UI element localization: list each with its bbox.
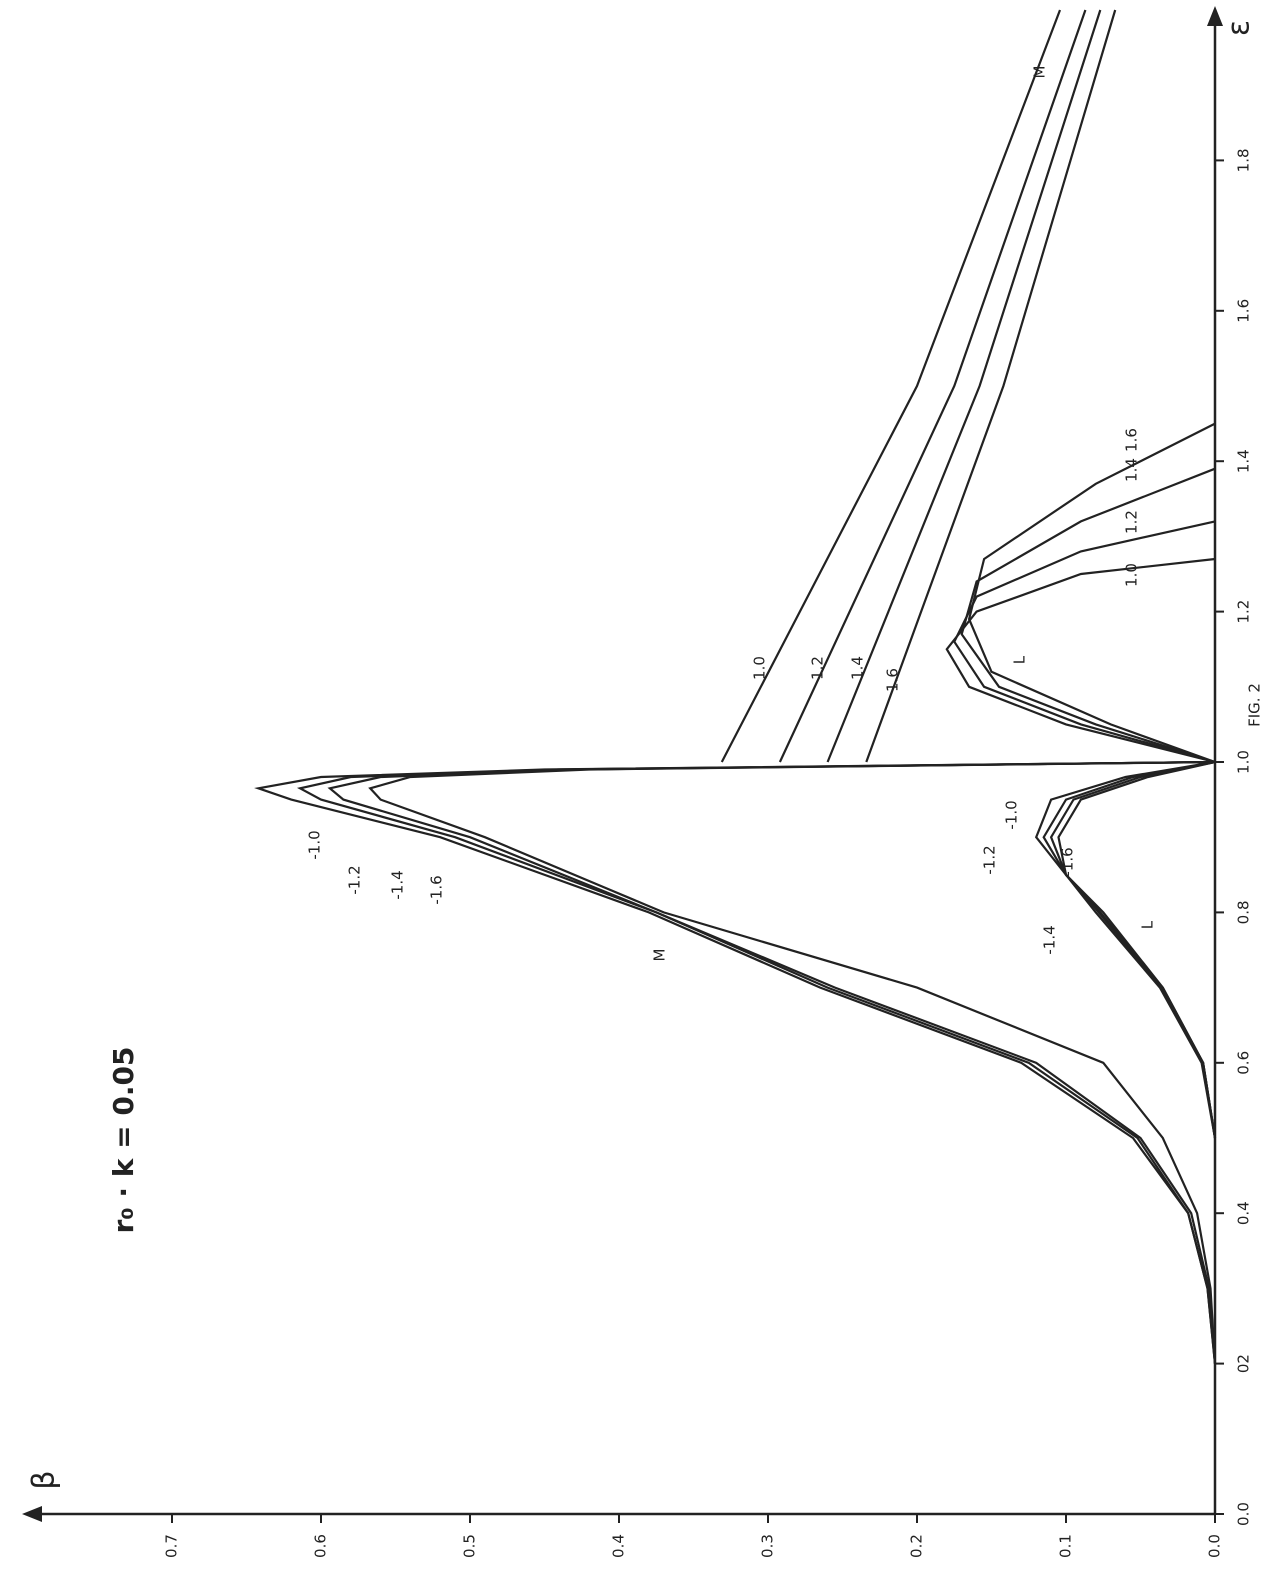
annotation: r₀ · k = 0.05 [107,1047,140,1234]
series-label: -1.4 [389,870,407,899]
annotation: L [1011,655,1029,664]
x-axis-arrow [1207,6,1223,26]
series-label: 1.0 [751,656,769,680]
y-tick-label: 0.3 [759,1534,777,1558]
y-tick-label: 0.5 [461,1534,479,1558]
y-tick-label: 0.0 [1206,1534,1224,1558]
series-label: 1.2 [1123,510,1141,534]
series-label: 1.2 [809,656,827,680]
x-tick-label: 02 [1235,1354,1253,1373]
annotation: M [651,949,669,962]
x-tick-label: 1.6 [1235,299,1253,323]
line-series [327,760,1217,1364]
series-label: -1.2 [981,845,999,874]
annotation: FIG. 2 [1246,683,1264,727]
line-series [945,557,1216,764]
x-tick-label: 1.4 [1235,449,1253,473]
y-tick-label: 0.7 [163,1534,181,1558]
series-label: -1.4 [1041,925,1059,954]
line-series [296,760,1217,1364]
x-tick-label: 0.6 [1235,1051,1253,1075]
x-tick-label: 1.2 [1235,600,1253,624]
series-label: 1.4 [849,656,867,680]
x-tick-label: 1.0 [1235,750,1253,774]
annotation: M [1031,66,1049,79]
series-label: -1.6 [1059,847,1077,876]
line-series [865,9,1117,763]
line-series [960,467,1216,764]
line-series [778,9,1087,763]
line-series [1057,760,1217,1139]
x-tick-label: 0.0 [1235,1502,1253,1526]
series-label: -1.0 [306,830,324,859]
line-series [967,422,1216,764]
y-tick-label: 0.2 [908,1534,926,1558]
annotation: L [1139,920,1157,929]
y-tick-label: 0.1 [1057,1534,1075,1558]
x-tick-label: 0.4 [1235,1201,1253,1225]
x-tick-label: 0.8 [1235,900,1253,924]
series-label: 1.6 [1123,428,1141,452]
series-label: -1.0 [1003,800,1021,829]
line-series [953,520,1216,764]
x-tick-label: 1.8 [1235,148,1253,172]
series-label: -1.6 [428,875,446,904]
line-series [720,9,1062,763]
y-axis-arrow [22,1506,42,1522]
y-tick-label: 0.6 [312,1534,330,1558]
line-series [826,9,1102,763]
series-label: -1.2 [346,865,364,894]
series-label: 1.0 [1123,563,1141,587]
line-series [368,760,1217,1364]
series-label: 1.6 [884,668,902,692]
x-axis-label: ε [1222,20,1257,36]
y-tick-label: 0.4 [610,1534,628,1558]
y-axis-label: β [27,1470,62,1489]
